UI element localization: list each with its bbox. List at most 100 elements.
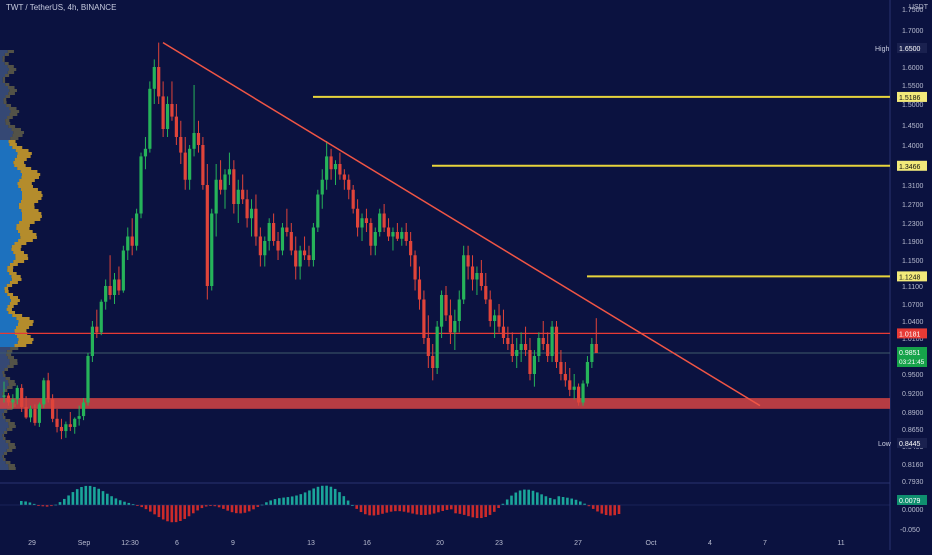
candle-body — [196, 133, 201, 145]
indicator-bar — [114, 498, 118, 505]
candle-body — [280, 227, 285, 251]
volume-profile-bar — [2, 392, 5, 395]
indicator-bar — [265, 502, 268, 505]
volume-profile-bar — [9, 302, 18, 305]
volume-profile-bar — [4, 53, 9, 56]
red-line-value: 1.0181 — [899, 331, 921, 338]
indicator-bar — [557, 496, 561, 505]
candle-body — [15, 387, 19, 400]
candle-body — [444, 295, 448, 316]
candle-body — [532, 356, 536, 374]
volume-profile-bar — [14, 329, 27, 332]
volume-profile-bar — [0, 377, 6, 380]
y-axis-tick-label: 0.8650 — [902, 427, 924, 434]
volume-profile-bar — [0, 173, 22, 176]
volume-profile-bar — [7, 269, 14, 272]
candle-body — [90, 326, 94, 356]
candle-body — [577, 386, 581, 403]
y-axis-tick-label: 1.0100 — [902, 336, 924, 343]
low-badge — [897, 437, 927, 448]
indicator-bar — [604, 505, 608, 516]
volume-profile-bar — [0, 209, 22, 212]
indicator-bar — [441, 505, 444, 511]
indicator-bar — [80, 487, 83, 505]
candle-body — [572, 386, 576, 390]
x-axis-tick-label: Sep — [78, 540, 91, 547]
volume-profile-bar — [7, 86, 15, 89]
candle-body — [470, 266, 475, 280]
candle-body — [413, 255, 417, 280]
volume-profile-bar — [0, 260, 14, 263]
candle-body — [294, 250, 298, 267]
candle-body — [139, 156, 143, 214]
indicator-bar — [471, 505, 475, 518]
volume-profile-bar — [9, 359, 18, 362]
volume-profile-bar — [0, 119, 6, 122]
volume-profile-bar — [0, 440, 6, 443]
volume-profile-bar — [0, 290, 5, 293]
level-value: 1.5186 — [899, 95, 921, 102]
indicator-bar — [458, 505, 462, 514]
candle-body — [325, 156, 329, 180]
volume-profile-bar — [0, 74, 6, 77]
candle-body — [400, 232, 404, 239]
candle-body — [488, 299, 492, 321]
indicator-bar — [514, 492, 518, 505]
volume-profile-bar — [22, 194, 43, 197]
x-axis-tick-label: 27 — [574, 540, 582, 547]
y-axis-tick-label: 0.9500 — [902, 372, 924, 379]
y-axis-tick-label: 1.5500 — [902, 83, 924, 90]
candle-body — [409, 241, 413, 256]
candle-body — [554, 326, 559, 362]
indicator-bar — [32, 503, 36, 505]
volume-profile-bar — [0, 215, 22, 218]
volume-profile-bar — [0, 266, 8, 269]
indicator-bar — [445, 505, 449, 510]
volume-profile-bar — [20, 236, 37, 239]
indicator-bar — [67, 495, 70, 505]
candle-body — [378, 213, 382, 232]
candle-body — [227, 169, 232, 175]
y-axis-tick-label: 0.8900 — [902, 410, 924, 417]
volume-profile-bar — [0, 185, 19, 188]
indicator-bar — [153, 505, 156, 515]
volume-profile-bar — [21, 176, 39, 179]
red-line-badge — [897, 328, 927, 339]
volume-profile-bar — [0, 263, 10, 266]
y-axis-tick-label: 1.4000 — [902, 143, 924, 150]
volume-profile-bar — [11, 248, 21, 251]
volume-profile-bar — [3, 410, 8, 413]
y-axis-tick-label: 1.0400 — [902, 319, 924, 326]
candle-body — [369, 223, 373, 246]
volume-profile-bar — [10, 110, 20, 113]
volume-profile-bar — [5, 461, 11, 464]
volume-profile-bar — [0, 452, 4, 455]
volume-profile-bar — [0, 269, 8, 272]
volume-profile-bar — [6, 353, 12, 356]
x-axis-tick-label: 29 — [28, 540, 36, 547]
candle-body — [347, 179, 351, 190]
indicator-bar — [338, 492, 341, 505]
indicator-bar — [372, 505, 376, 516]
volume-profile-bar — [22, 215, 42, 218]
indicator-tick-label: -0.050 — [900, 527, 920, 534]
volume-profile-bar — [0, 212, 22, 215]
volume-profile-bar — [0, 464, 9, 467]
volume-profile-bar — [16, 224, 30, 227]
volume-profile-bar — [2, 434, 5, 437]
indicator-bar — [312, 488, 315, 505]
volume-profile-bar — [0, 71, 8, 74]
volume-profile-bar — [9, 272, 17, 275]
volume-profile-bar — [0, 239, 19, 242]
volume-profile-bar — [5, 119, 10, 122]
volume-profile-bar — [15, 257, 29, 260]
indicator-bar — [161, 505, 165, 520]
x-axis-tick-label: 12:30 — [121, 540, 139, 547]
candle-body — [594, 344, 598, 353]
candle-body — [285, 227, 289, 232]
volume-profile-bar — [3, 101, 7, 104]
volume-profile-bar — [0, 179, 20, 182]
candle-body — [104, 286, 108, 302]
indicator-bar — [411, 505, 414, 514]
